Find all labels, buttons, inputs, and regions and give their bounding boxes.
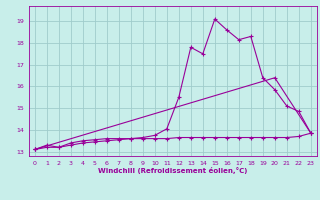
X-axis label: Windchill (Refroidissement éolien,°C): Windchill (Refroidissement éolien,°C) (98, 167, 247, 174)
